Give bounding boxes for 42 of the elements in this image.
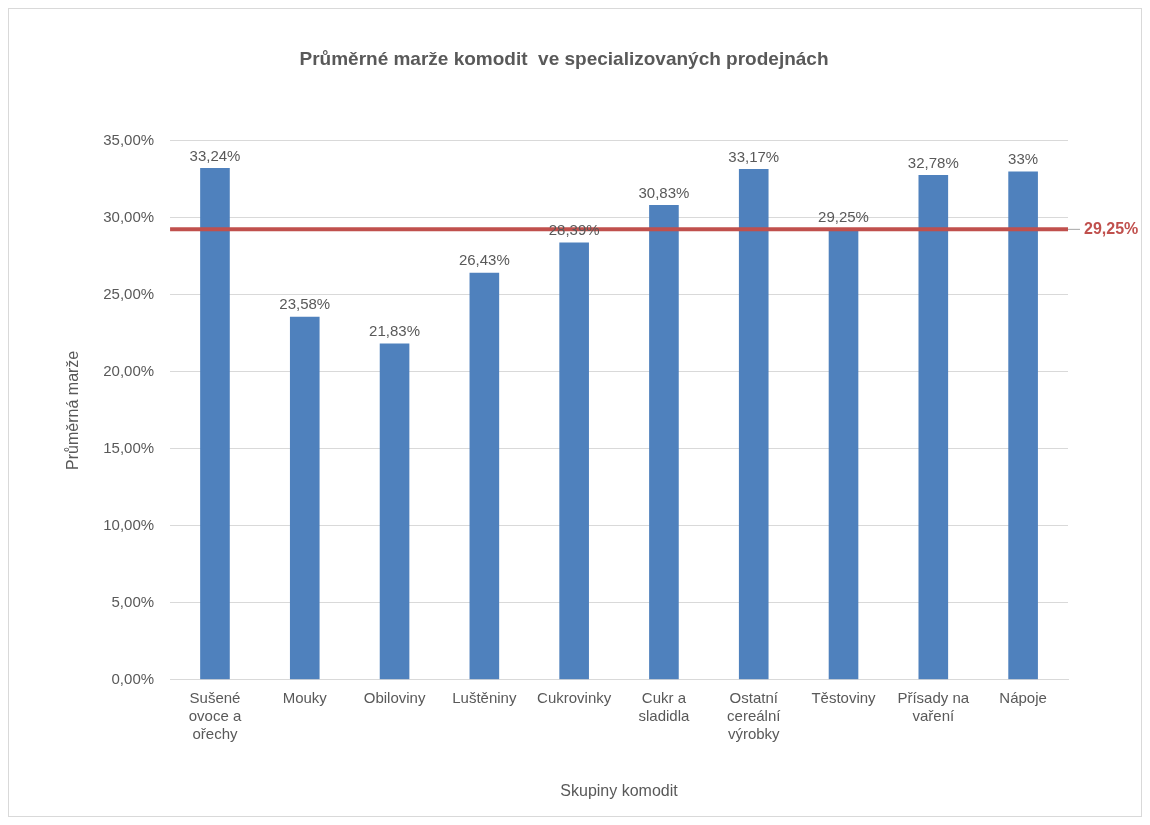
x-tick-label: Obiloviny bbox=[363, 688, 426, 706]
data-label: 29,25% bbox=[818, 207, 869, 225]
x-axis-title: Skupiny komodit bbox=[560, 781, 679, 799]
bar bbox=[918, 174, 949, 680]
bar bbox=[469, 272, 500, 680]
bar bbox=[649, 205, 679, 680]
y-axis-title: Průměrná marže bbox=[64, 350, 82, 470]
x-tick-label: Mouky bbox=[282, 688, 328, 706]
data-label: 21,83% bbox=[369, 322, 420, 340]
y-tick-label: 30,00% bbox=[103, 207, 155, 225]
data-label: 32,78% bbox=[907, 153, 959, 171]
y-tick-label: 20,00% bbox=[103, 361, 155, 379]
chart-title: Průměrné marže komodit ve specializovaných prodejnách bbox=[299, 47, 829, 69]
x-tick-label: Přísady na vaření bbox=[897, 688, 970, 724]
x-tick-label: Sušené ovoce a ořechy bbox=[188, 688, 242, 742]
y-tick-label: 0,00% bbox=[111, 669, 155, 687]
bar bbox=[379, 343, 410, 680]
ref-line-label: 29,25% bbox=[1084, 219, 1139, 237]
data-label: 33,24% bbox=[189, 146, 241, 164]
y-tick-label: 35,00% bbox=[103, 130, 155, 148]
data-label: 30,83% bbox=[638, 183, 690, 201]
data-label: 26,43% bbox=[458, 251, 510, 269]
y-tick-label: 15,00% bbox=[103, 438, 155, 456]
x-tick-label: Nápoje bbox=[999, 688, 1047, 706]
x-tick-label: Ostatní cereální výrobky bbox=[727, 688, 782, 742]
x-tick-label: Cukr a sladidla bbox=[638, 688, 691, 724]
data-label: 33% bbox=[1008, 150, 1039, 168]
bar bbox=[200, 167, 230, 680]
bar bbox=[1008, 171, 1038, 680]
y-tick-label: 10,00% bbox=[103, 515, 155, 533]
x-tick-label: Cukrovinky bbox=[537, 688, 612, 706]
data-label: 33,17% bbox=[728, 147, 780, 165]
x-tick-label: Luštěniny bbox=[452, 688, 517, 706]
bar bbox=[828, 229, 859, 680]
y-tick-label: 5,00% bbox=[111, 592, 155, 610]
bar bbox=[559, 242, 589, 680]
data-label: 28,39% bbox=[548, 221, 600, 239]
x-tick-label: Těstoviny bbox=[811, 688, 877, 706]
bar bbox=[738, 168, 769, 680]
data-label: 23,58% bbox=[279, 295, 331, 313]
bar bbox=[289, 316, 320, 680]
y-tick-label: 25,00% bbox=[103, 284, 155, 302]
